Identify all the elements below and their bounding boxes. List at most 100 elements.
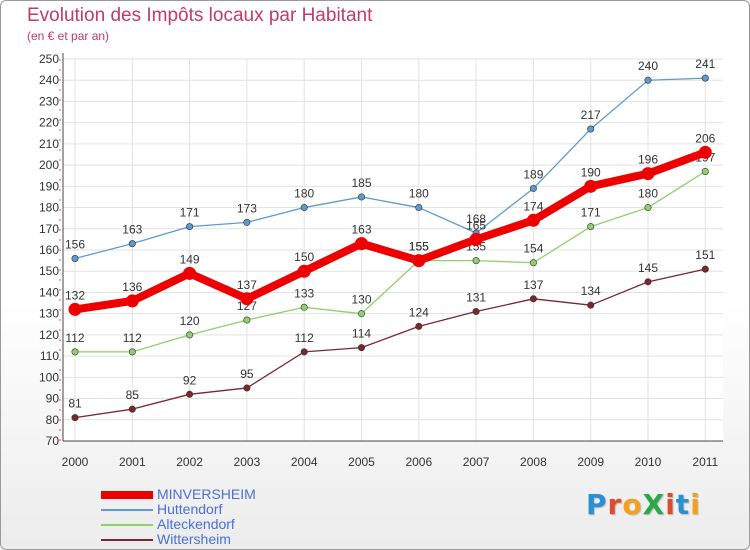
data-point xyxy=(529,295,537,303)
chart-title: Evolution des Impôts locaux par Habitant xyxy=(27,5,373,26)
data-point xyxy=(529,184,537,192)
data-label: 196 xyxy=(638,153,658,167)
data-label: 180 xyxy=(294,187,314,201)
data-label: 85 xyxy=(126,388,140,402)
data-label: 112 xyxy=(295,331,314,345)
data-label: 155 xyxy=(409,240,429,254)
y-tick-label: 130 xyxy=(39,307,59,321)
y-tick-label: 80 xyxy=(46,413,60,427)
x-tick-label: 2001 xyxy=(119,455,146,469)
data-label: 154 xyxy=(523,242,543,256)
data-point xyxy=(644,278,652,286)
data-label: 168 xyxy=(466,212,486,226)
data-point xyxy=(357,344,365,352)
data-point xyxy=(701,74,709,82)
data-point xyxy=(701,265,709,273)
data-point xyxy=(300,348,308,356)
series-line-minversheim xyxy=(74,148,707,314)
y-tick-label: 240 xyxy=(39,73,59,87)
data-label: 180 xyxy=(409,187,429,201)
data-point xyxy=(587,301,595,309)
data-point xyxy=(415,204,423,212)
data-point xyxy=(300,303,308,311)
data-point xyxy=(641,167,655,181)
y-tick-label: 140 xyxy=(39,285,59,299)
x-tick-label: 2010 xyxy=(635,455,662,469)
data-point xyxy=(526,213,540,227)
chart-subtitle: (en € et par an) xyxy=(27,29,110,43)
data-point xyxy=(243,218,251,226)
data-label: 165 xyxy=(466,218,486,232)
y-tick-label: 200 xyxy=(39,158,59,172)
x-tick-label: 2009 xyxy=(577,455,604,469)
x-tick-label: 2007 xyxy=(463,455,490,469)
data-point xyxy=(243,384,251,392)
data-point xyxy=(243,316,251,324)
data-label: 206 xyxy=(695,131,715,145)
data-point xyxy=(71,254,79,262)
data-label: 137 xyxy=(523,278,543,292)
data-label: 155 xyxy=(409,240,429,254)
data-point xyxy=(183,266,197,280)
data-point xyxy=(125,294,139,308)
data-label: 156 xyxy=(65,237,85,251)
data-point xyxy=(412,254,426,268)
data-label: 112 xyxy=(123,331,142,345)
data-label: 241 xyxy=(695,57,715,71)
data-point xyxy=(186,331,194,339)
y-tick-label: 90 xyxy=(46,392,60,406)
data-label: 149 xyxy=(180,252,200,266)
data-point xyxy=(128,240,136,248)
y-tick-label: 180 xyxy=(39,201,59,215)
series-minversheim: 132 136 149 137 150 163 155 165 174 190 196 206 xyxy=(65,131,716,316)
data-label: 131 xyxy=(466,291,486,305)
data-point xyxy=(357,193,365,201)
data-point xyxy=(300,204,308,212)
series-wittersheim: 81 85 92 95 112 114 124 131 137 134 145 151 xyxy=(68,248,716,422)
data-point xyxy=(584,179,598,193)
data-label: 217 xyxy=(581,108,601,122)
legend-label: Alteckendorf xyxy=(157,516,235,532)
legend-label: MINVERSHEIM xyxy=(157,486,256,502)
legend-swatch xyxy=(101,539,153,541)
y-tick-label: 70 xyxy=(46,434,60,448)
data-label: 112 xyxy=(65,331,84,345)
data-point xyxy=(415,322,423,330)
y-tick-label: 170 xyxy=(39,222,59,236)
y-tick-label: 100 xyxy=(39,370,59,384)
data-label: 137 xyxy=(237,278,257,292)
x-tick-label: 2004 xyxy=(291,455,318,469)
data-point xyxy=(529,259,537,267)
data-point xyxy=(128,405,136,413)
y-tick-label: 220 xyxy=(39,116,59,130)
legend-label: Huttendorf xyxy=(157,501,223,517)
legend-swatch xyxy=(101,524,153,526)
data-point xyxy=(357,310,365,318)
data-label: 130 xyxy=(351,293,371,307)
data-label: 92 xyxy=(183,373,197,387)
x-tick-label: 2008 xyxy=(520,455,547,469)
data-point xyxy=(186,223,194,231)
data-label: 81 xyxy=(68,397,82,411)
data-point xyxy=(469,232,483,246)
legend-label: Wittersheim xyxy=(157,531,231,547)
legend-swatch xyxy=(101,491,153,499)
data-point xyxy=(701,167,709,175)
data-label: 189 xyxy=(523,167,543,181)
y-tick-label: 150 xyxy=(39,264,59,278)
data-label: 145 xyxy=(638,261,658,275)
y-tick-label: 160 xyxy=(39,243,59,257)
data-label: 120 xyxy=(180,314,200,328)
data-label: 163 xyxy=(351,223,371,237)
x-tick-label: 2000 xyxy=(62,455,89,469)
data-label: 124 xyxy=(409,305,429,319)
x-tick-label: 2002 xyxy=(176,455,203,469)
data-label: 163 xyxy=(122,223,142,237)
y-tick-label: 120 xyxy=(39,328,59,342)
data-point xyxy=(68,302,82,316)
x-tick-label: 2006 xyxy=(405,455,432,469)
data-label: 151 xyxy=(695,248,715,262)
data-label: 95 xyxy=(240,367,254,381)
data-label: 171 xyxy=(180,206,200,220)
